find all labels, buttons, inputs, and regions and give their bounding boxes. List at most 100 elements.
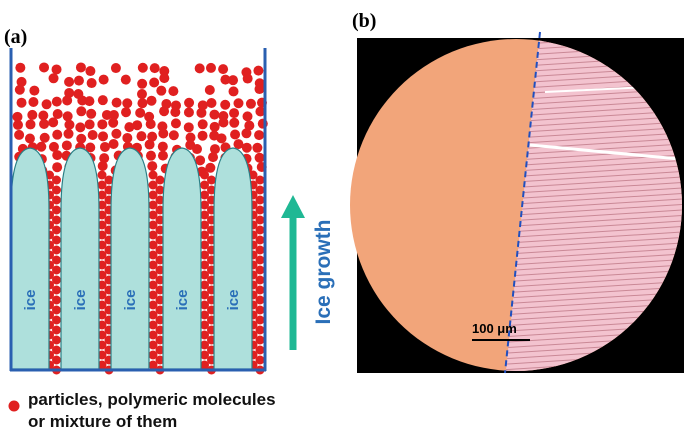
particle — [52, 97, 62, 107]
particle — [52, 162, 62, 172]
ice-label: ice — [122, 290, 139, 311]
particle — [25, 134, 35, 144]
particle — [88, 130, 98, 140]
particle — [86, 109, 96, 119]
particle — [39, 119, 49, 129]
particle — [147, 161, 157, 171]
particle — [14, 130, 24, 140]
particle — [99, 75, 109, 85]
particle — [210, 122, 220, 132]
particle — [52, 150, 62, 160]
particle — [132, 120, 142, 130]
particle — [228, 75, 238, 85]
legend-text: particles, polymeric molecules — [28, 390, 276, 409]
panel-label: (a) — [4, 26, 27, 48]
particle — [98, 95, 108, 105]
ice-label: ice — [22, 290, 39, 311]
particle — [85, 66, 95, 76]
particle — [26, 119, 36, 129]
particle — [159, 73, 169, 83]
particle — [233, 98, 243, 108]
particle — [137, 89, 147, 99]
ice-crystal — [111, 148, 149, 369]
particle — [158, 151, 168, 161]
particle — [243, 111, 253, 121]
particle — [168, 86, 178, 96]
particle — [184, 98, 194, 108]
particle — [97, 119, 107, 129]
particle — [229, 86, 239, 96]
particle — [198, 131, 208, 141]
particle — [87, 78, 97, 88]
particle — [158, 129, 168, 139]
particle — [218, 118, 228, 128]
particle — [243, 74, 253, 84]
particle — [98, 131, 108, 141]
particle — [169, 130, 179, 140]
particle — [196, 108, 206, 118]
ice-crystals: ice ice ice ice ice — [11, 148, 252, 369]
particle — [138, 63, 148, 73]
particle — [137, 98, 147, 108]
particle — [42, 99, 52, 109]
particle — [246, 99, 256, 109]
particle — [146, 119, 156, 129]
ice-crystal — [214, 148, 252, 369]
particle — [76, 134, 86, 144]
particle — [254, 130, 264, 140]
ice-crystal — [61, 148, 99, 369]
particle — [13, 120, 23, 130]
particle — [63, 111, 73, 121]
particle — [38, 111, 48, 121]
particle — [75, 122, 85, 132]
ice-label: ice — [174, 290, 191, 311]
particle — [209, 110, 219, 120]
particle — [27, 110, 37, 120]
particle — [100, 142, 110, 152]
particle — [15, 85, 25, 95]
particle — [170, 107, 180, 117]
particle — [145, 140, 155, 150]
particle — [62, 95, 72, 105]
particle — [229, 118, 239, 128]
particle — [147, 96, 157, 106]
particle — [29, 86, 39, 96]
particle — [220, 100, 230, 110]
particle — [254, 84, 264, 94]
particle — [253, 66, 263, 76]
particle — [121, 75, 131, 85]
ice-label: ice — [72, 290, 89, 311]
particle — [217, 133, 227, 143]
particle — [149, 77, 159, 87]
particle — [206, 63, 216, 73]
particle — [156, 86, 166, 96]
particle — [242, 143, 252, 153]
particle — [112, 98, 122, 108]
particle — [252, 143, 262, 153]
particle — [218, 64, 228, 74]
legend-text: or mixture of them — [28, 412, 177, 431]
particle — [49, 73, 59, 83]
particle — [64, 120, 74, 130]
particle — [255, 153, 265, 163]
particle — [98, 161, 108, 171]
particle — [36, 142, 46, 152]
ice-crystal — [163, 148, 201, 369]
particle — [64, 77, 74, 87]
particle — [135, 108, 145, 118]
ice-crystal — [11, 148, 49, 369]
particle — [184, 122, 194, 132]
ice-label: ice — [225, 290, 242, 311]
particle — [111, 63, 121, 73]
arrow-label: Ice growth — [312, 219, 335, 324]
particle — [159, 106, 169, 116]
particle — [150, 63, 160, 73]
particle — [17, 98, 27, 108]
particle — [137, 79, 147, 89]
particle — [39, 62, 49, 72]
particle — [205, 85, 215, 95]
particle — [171, 118, 181, 128]
particle — [195, 63, 205, 73]
particle — [64, 129, 74, 139]
panel-label: (b) — [352, 10, 376, 32]
